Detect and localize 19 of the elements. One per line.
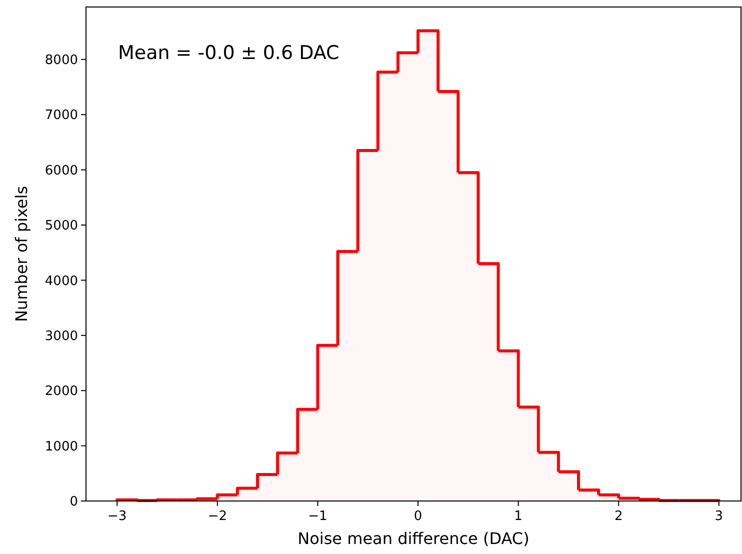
x-tick-label: −2 — [208, 509, 227, 524]
y-tick-label: 0 — [70, 494, 78, 510]
y-tick-label: 8000 — [44, 52, 78, 68]
y-tick-label: 1000 — [44, 439, 78, 454]
x-tick-label: −1 — [308, 509, 328, 524]
y-tick-label: 4000 — [44, 274, 78, 289]
y-tick-label: 2000 — [44, 384, 78, 400]
x-tick-label: 3 — [714, 509, 724, 524]
x-tick-label: 1 — [514, 509, 522, 524]
y-tick-label: 5000 — [44, 218, 78, 234]
y-tick-label: 3000 — [44, 328, 78, 344]
y-tick-label: 6000 — [44, 163, 78, 178]
x-tick-label: 0 — [414, 509, 422, 524]
x-axis-title: Noise mean difference (DAC) — [298, 529, 530, 548]
y-axis-title: Number of pixels — [12, 186, 31, 322]
x-tick-label: 2 — [614, 509, 623, 524]
x-tick-label: −3 — [108, 509, 127, 524]
y-tick-label: 7000 — [44, 108, 78, 124]
annotation: Mean = -0.0 ± 0.6 DAC — [118, 42, 340, 64]
